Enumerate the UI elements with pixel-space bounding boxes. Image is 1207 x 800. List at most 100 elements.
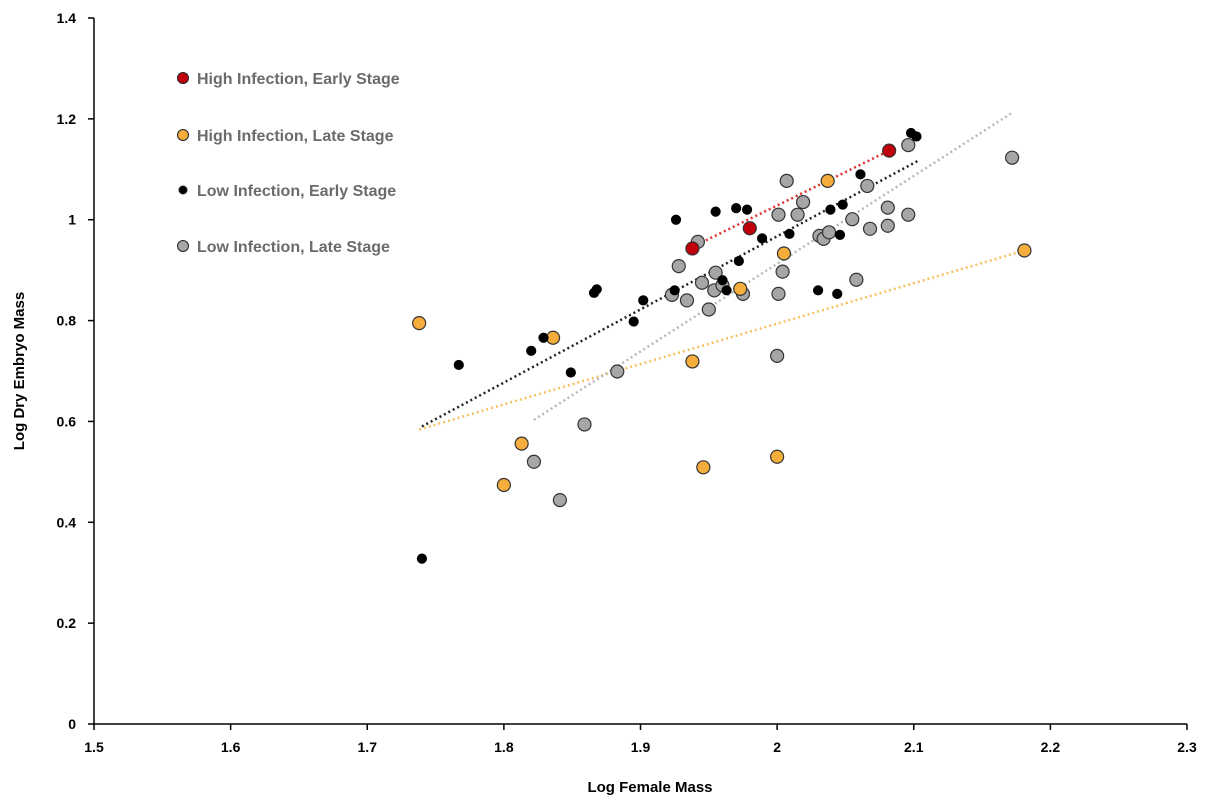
data-point [514,436,529,451]
data-point [771,286,786,301]
data-point [565,367,576,378]
data-point [591,284,602,295]
data-point [552,492,567,508]
plot-area: 1.5 1.6 1.7 1.8 1.9 2 2.1 2.2 2.3 0 0.2 0.4 0.6 0.8 1… [57,10,1197,755]
x-tick-label: 1.7 [358,739,378,755]
data-point [825,204,836,215]
data-point [834,229,846,240]
x-axis-title: Log Female Mass [587,779,712,796]
data-point [496,477,511,493]
x-tick-label: 1.9 [631,739,651,755]
trendline [691,149,890,249]
data-point [901,137,916,153]
y-tick-label: 1.4 [57,10,77,26]
data-point [882,143,897,158]
y-tick-label: 0.6 [57,413,77,429]
data-point [784,228,795,239]
data-point [742,221,757,236]
data-point [741,204,753,215]
data-point [538,332,549,343]
data-point [1017,243,1032,258]
data-point [412,315,427,331]
data-point [813,285,824,296]
data-point [845,212,860,227]
legend-marker [177,72,189,84]
data-point [901,207,916,222]
data-point [733,255,744,267]
y-tick-label: 0.4 [57,514,77,530]
x-tick-label: 1.6 [221,739,241,755]
trendline [418,249,1025,431]
data-point [679,293,695,308]
legend: High Infection, Early Stage High Infectio… [177,71,400,256]
data-point [526,345,537,356]
legend-marker [177,129,189,141]
data-point [731,203,742,214]
y-axis-title: Log Dry Embryo Mass [11,292,28,450]
data-point [685,241,700,256]
data-point [610,364,625,379]
data-point [708,265,723,280]
data-point [911,131,922,142]
x-tick-label: 2.2 [1041,739,1061,755]
legend-label: High Infection, Late Stage [197,128,394,145]
data-point [638,295,649,306]
data-point [770,348,785,363]
data-point [669,285,680,296]
data-point [628,316,639,327]
data-point [1005,150,1020,165]
data-point [775,264,790,279]
data-point [721,285,732,296]
trendline [421,159,920,428]
data-point [880,218,895,233]
trendline [533,111,1013,421]
data-point [670,214,682,225]
data-point [862,221,878,236]
data-point [717,275,728,286]
legend-marker [178,185,188,195]
y-tick-label: 1 [68,212,76,228]
data-point [696,460,711,475]
data-point [790,207,805,222]
data-point [733,281,748,296]
data-point [849,272,864,287]
trendlines [418,111,1025,431]
data-points [412,127,1032,564]
y-axis-ticks: 0 0.2 0.4 0.6 0.8 1 1.2 1.4 [57,10,94,732]
data-point [453,359,464,371]
data-point [795,194,811,210]
data-point [701,302,716,317]
y-tick-label: 1.2 [57,111,77,127]
y-tick-label: 0.8 [57,313,77,329]
x-tick-label: 2.1 [904,739,924,755]
x-tick-label: 1.5 [84,739,104,755]
legend-marker [177,240,189,252]
data-point [756,233,768,244]
data-point [577,417,592,432]
data-point [770,449,785,464]
data-point [671,259,686,274]
y-tick-label: 0.2 [57,615,77,631]
data-point [526,454,542,469]
x-tick-label: 1.8 [494,739,514,755]
data-point [771,207,786,222]
y-tick-label: 0 [68,716,76,732]
data-point [860,178,875,194]
data-point [685,354,700,369]
data-point [837,199,848,210]
data-point [416,553,427,564]
data-point [776,246,792,261]
data-point [710,206,721,217]
x-axis-ticks: 1.5 1.6 1.7 1.8 1.9 2 2.1 2.2 2.3 [84,724,1197,755]
data-point [821,225,837,240]
legend-label: High Infection, Early Stage [197,71,400,88]
legend-label: Low Infection, Early Stage [197,183,396,200]
x-tick-label: 2 [773,739,781,755]
data-point [820,173,835,188]
data-point [694,275,710,290]
legend-label: Low Infection, Late Stage [197,239,390,256]
data-point [855,169,866,180]
x-tick-label: 2.3 [1177,739,1197,755]
data-point [779,173,794,188]
data-point [880,200,895,215]
